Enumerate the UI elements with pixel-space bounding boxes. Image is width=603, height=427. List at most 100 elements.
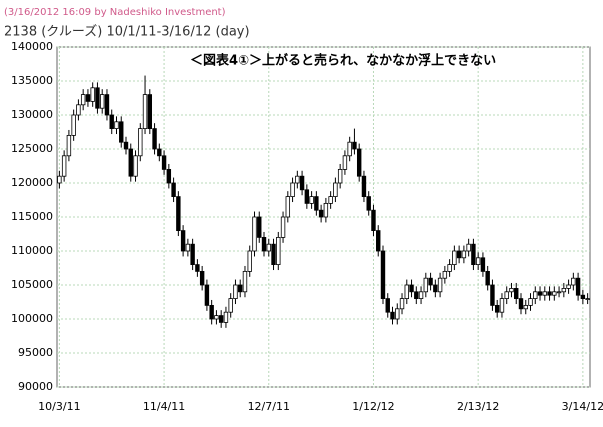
- candle-body: [252, 216, 257, 252]
- candle-body: [356, 148, 362, 177]
- candle-body: [494, 304, 500, 313]
- candle-body: [428, 277, 433, 286]
- candle-body: [537, 291, 543, 296]
- candle-body: [523, 304, 528, 310]
- candle-body: [280, 216, 286, 238]
- candle-body: [352, 141, 357, 150]
- candle-body: [385, 298, 390, 313]
- candle-body: [333, 182, 338, 197]
- candle-body: [390, 311, 395, 320]
- candle-body: [471, 243, 476, 265]
- candle-body: [580, 294, 586, 300]
- candle-body: [109, 114, 114, 130]
- candle-body: [190, 243, 195, 265]
- candle-body: [185, 243, 191, 252]
- candle-body: [147, 94, 153, 129]
- chart-title: 2138 (クルーズ) 10/1/11-3/16/12 (day): [4, 24, 250, 40]
- candle-body: [57, 175, 62, 184]
- candle-body: [433, 284, 438, 293]
- candle-body: [461, 250, 467, 259]
- candle-body: [456, 250, 462, 259]
- candle-body: [157, 148, 162, 157]
- candle-body: [575, 277, 581, 296]
- candle-body: [571, 277, 576, 286]
- candle-body: [342, 155, 348, 170]
- candle-body: [395, 308, 400, 320]
- candle-body: [114, 121, 119, 130]
- candle-body: [366, 196, 371, 211]
- candle-body: [552, 291, 557, 296]
- candle-body: [423, 277, 429, 293]
- candle-body: [337, 168, 343, 184]
- y-tick-label: 120000: [11, 176, 53, 189]
- candle-body: [404, 284, 409, 300]
- candle-body: [295, 175, 300, 184]
- candle-body: [180, 230, 186, 252]
- candle-body: [328, 196, 333, 204]
- candle-body: [242, 270, 248, 293]
- candle-body: [466, 243, 471, 252]
- candle-body: [66, 134, 72, 157]
- candle-body: [318, 209, 324, 218]
- candle-body: [480, 257, 486, 272]
- candle-body: [276, 236, 281, 265]
- candle-body: [71, 114, 76, 136]
- candle-body: [233, 284, 238, 300]
- candle-body: [323, 202, 329, 218]
- candle-body: [119, 121, 124, 143]
- candle-body: [528, 298, 533, 306]
- candle-body: [518, 298, 524, 310]
- candle-body: [204, 284, 210, 306]
- candle-body: [533, 291, 538, 299]
- candle-body: [376, 230, 381, 252]
- candle-body: [104, 94, 110, 116]
- y-tick-label: 115000: [11, 210, 53, 223]
- candle-body: [414, 291, 419, 299]
- candle-body: [485, 270, 490, 286]
- candle-body: [380, 250, 386, 299]
- candle-body: [514, 287, 519, 299]
- y-tick-label: 90000: [18, 380, 53, 393]
- candle-body: [361, 175, 367, 197]
- candle-body: [80, 94, 86, 106]
- candle-body: [171, 182, 176, 197]
- y-tick-label: 125000: [11, 142, 53, 155]
- x-tick-label: 2/13/12: [457, 400, 499, 413]
- x-tick-label: 1/12/12: [352, 400, 394, 413]
- candle-body: [437, 277, 443, 293]
- x-tick-label: 11/4/11: [143, 400, 185, 413]
- candle-body: [247, 250, 252, 272]
- candle-body: [547, 291, 552, 296]
- candle-body: [223, 311, 229, 323]
- candle-body: [209, 304, 214, 320]
- candle-body: [442, 270, 448, 279]
- candle-body: [371, 209, 376, 231]
- candle-body: [285, 196, 291, 218]
- y-tick-label: 100000: [11, 312, 53, 325]
- source-note: (3/16/2012 16:09 by Nadeshiko Investment…: [4, 7, 226, 18]
- candle-body: [499, 298, 505, 313]
- candle-body: [199, 270, 205, 286]
- candle-body: [257, 216, 262, 238]
- candle-body: [161, 155, 167, 170]
- candle-body: [61, 155, 67, 177]
- candle-body: [304, 189, 310, 204]
- candle-body: [271, 243, 276, 265]
- candle-body: [152, 128, 157, 150]
- annotation: ＜図表4①＞上がると売られ、なかなか浮上できない: [190, 53, 496, 69]
- candle-body: [76, 104, 81, 116]
- candle-body: [138, 128, 143, 157]
- x-tick-label: 3/14/12: [562, 400, 603, 413]
- candle-body: [290, 182, 295, 197]
- candle-body: [85, 94, 91, 102]
- candle-body: [95, 87, 100, 109]
- candle-body: [399, 298, 405, 310]
- y-tick-label: 130000: [11, 108, 53, 121]
- candle-body: [218, 315, 224, 323]
- candle-body: [542, 291, 547, 296]
- candle-body: [166, 168, 172, 184]
- candle-body: [176, 196, 181, 232]
- candle-body: [452, 250, 457, 266]
- candle-body: [228, 298, 233, 313]
- candle-body: [475, 257, 481, 265]
